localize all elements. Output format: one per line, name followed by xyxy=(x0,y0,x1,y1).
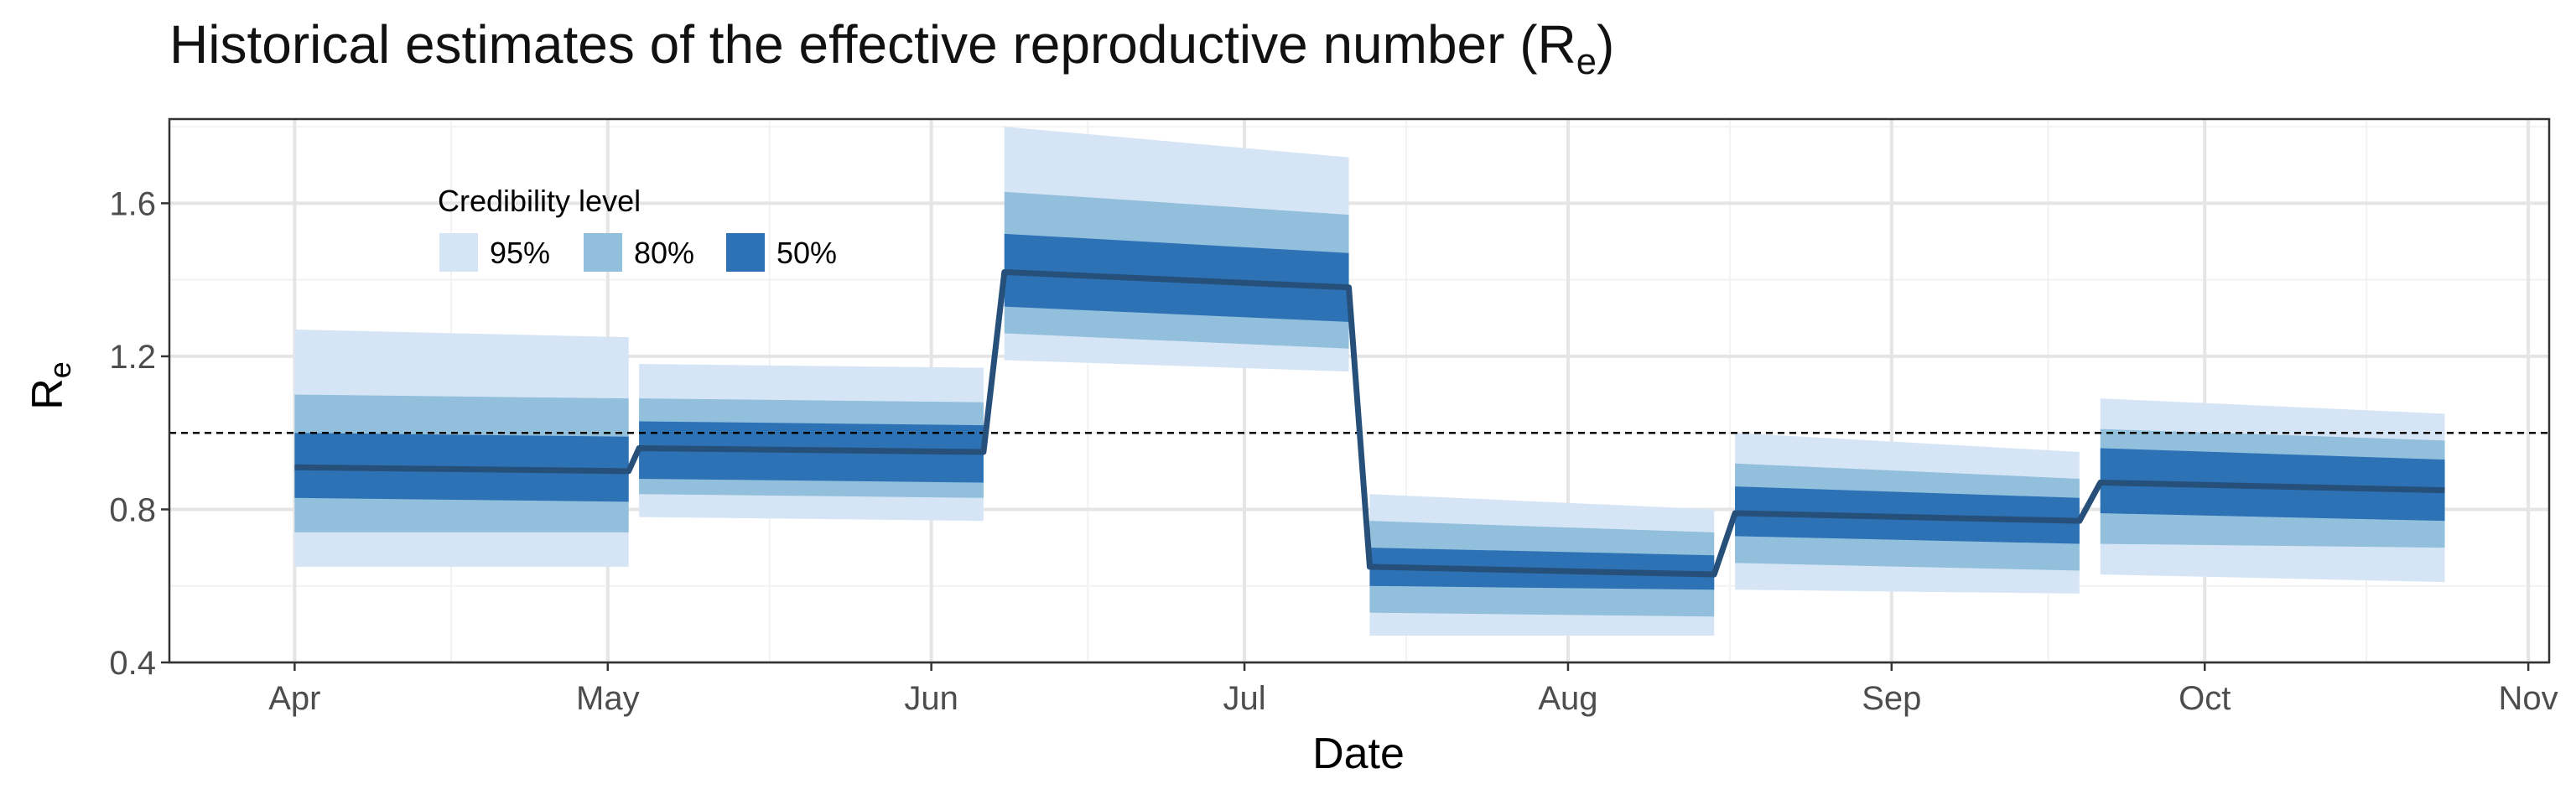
x-tick-label: Aug xyxy=(1538,680,1597,717)
y-axis-title-subscript: e xyxy=(43,361,77,378)
y-tick-label: 0.4 xyxy=(109,645,156,682)
axes: 0.4 0.8 1.2 1.6 Apr May Jun Jul Aug Sep Oct Nov xyxy=(109,117,2558,717)
chart-title-main: Historical estimates of the effective re… xyxy=(169,14,1576,75)
x-tick-label: May xyxy=(576,680,640,717)
credible-interval-bands xyxy=(294,127,2445,636)
chart-title: Historical estimates of the effective re… xyxy=(169,13,1614,83)
x-tick-label: Sep xyxy=(1862,680,1921,717)
legend-key-swatch xyxy=(726,233,765,272)
panel-border xyxy=(168,117,2551,664)
legend-key-label: 50% xyxy=(776,236,837,270)
y-axis-title-main: R xyxy=(23,378,72,410)
chart-title-subscript: e xyxy=(1576,42,1597,83)
y-tick-label: 0.8 xyxy=(109,491,156,528)
legend-key-swatch xyxy=(584,233,622,272)
chart-title-end: ) xyxy=(1596,14,1615,75)
x-tick-label: Jun xyxy=(904,680,958,717)
median-line xyxy=(294,269,2445,578)
legend-key-label: 95% xyxy=(490,236,550,270)
y-tick-label: 1.2 xyxy=(109,339,156,376)
x-tick-label: Jul xyxy=(1223,680,1266,717)
legend-key-swatch xyxy=(439,233,478,272)
x-tick-label: Apr xyxy=(268,680,320,717)
x-axis-title: Date xyxy=(1312,730,1405,778)
y-tick-label: 1.6 xyxy=(109,185,156,222)
legend-title: Credibility level xyxy=(438,184,641,218)
x-tick-label: Nov xyxy=(2499,680,2558,717)
legend-key-label: 80% xyxy=(634,236,694,270)
x-tick-label: Oct xyxy=(2179,680,2231,717)
legend: Credibility level 95% 80% 50% xyxy=(438,184,837,272)
median-line-group xyxy=(294,269,2445,578)
y-axis-title: Re xyxy=(23,361,77,410)
